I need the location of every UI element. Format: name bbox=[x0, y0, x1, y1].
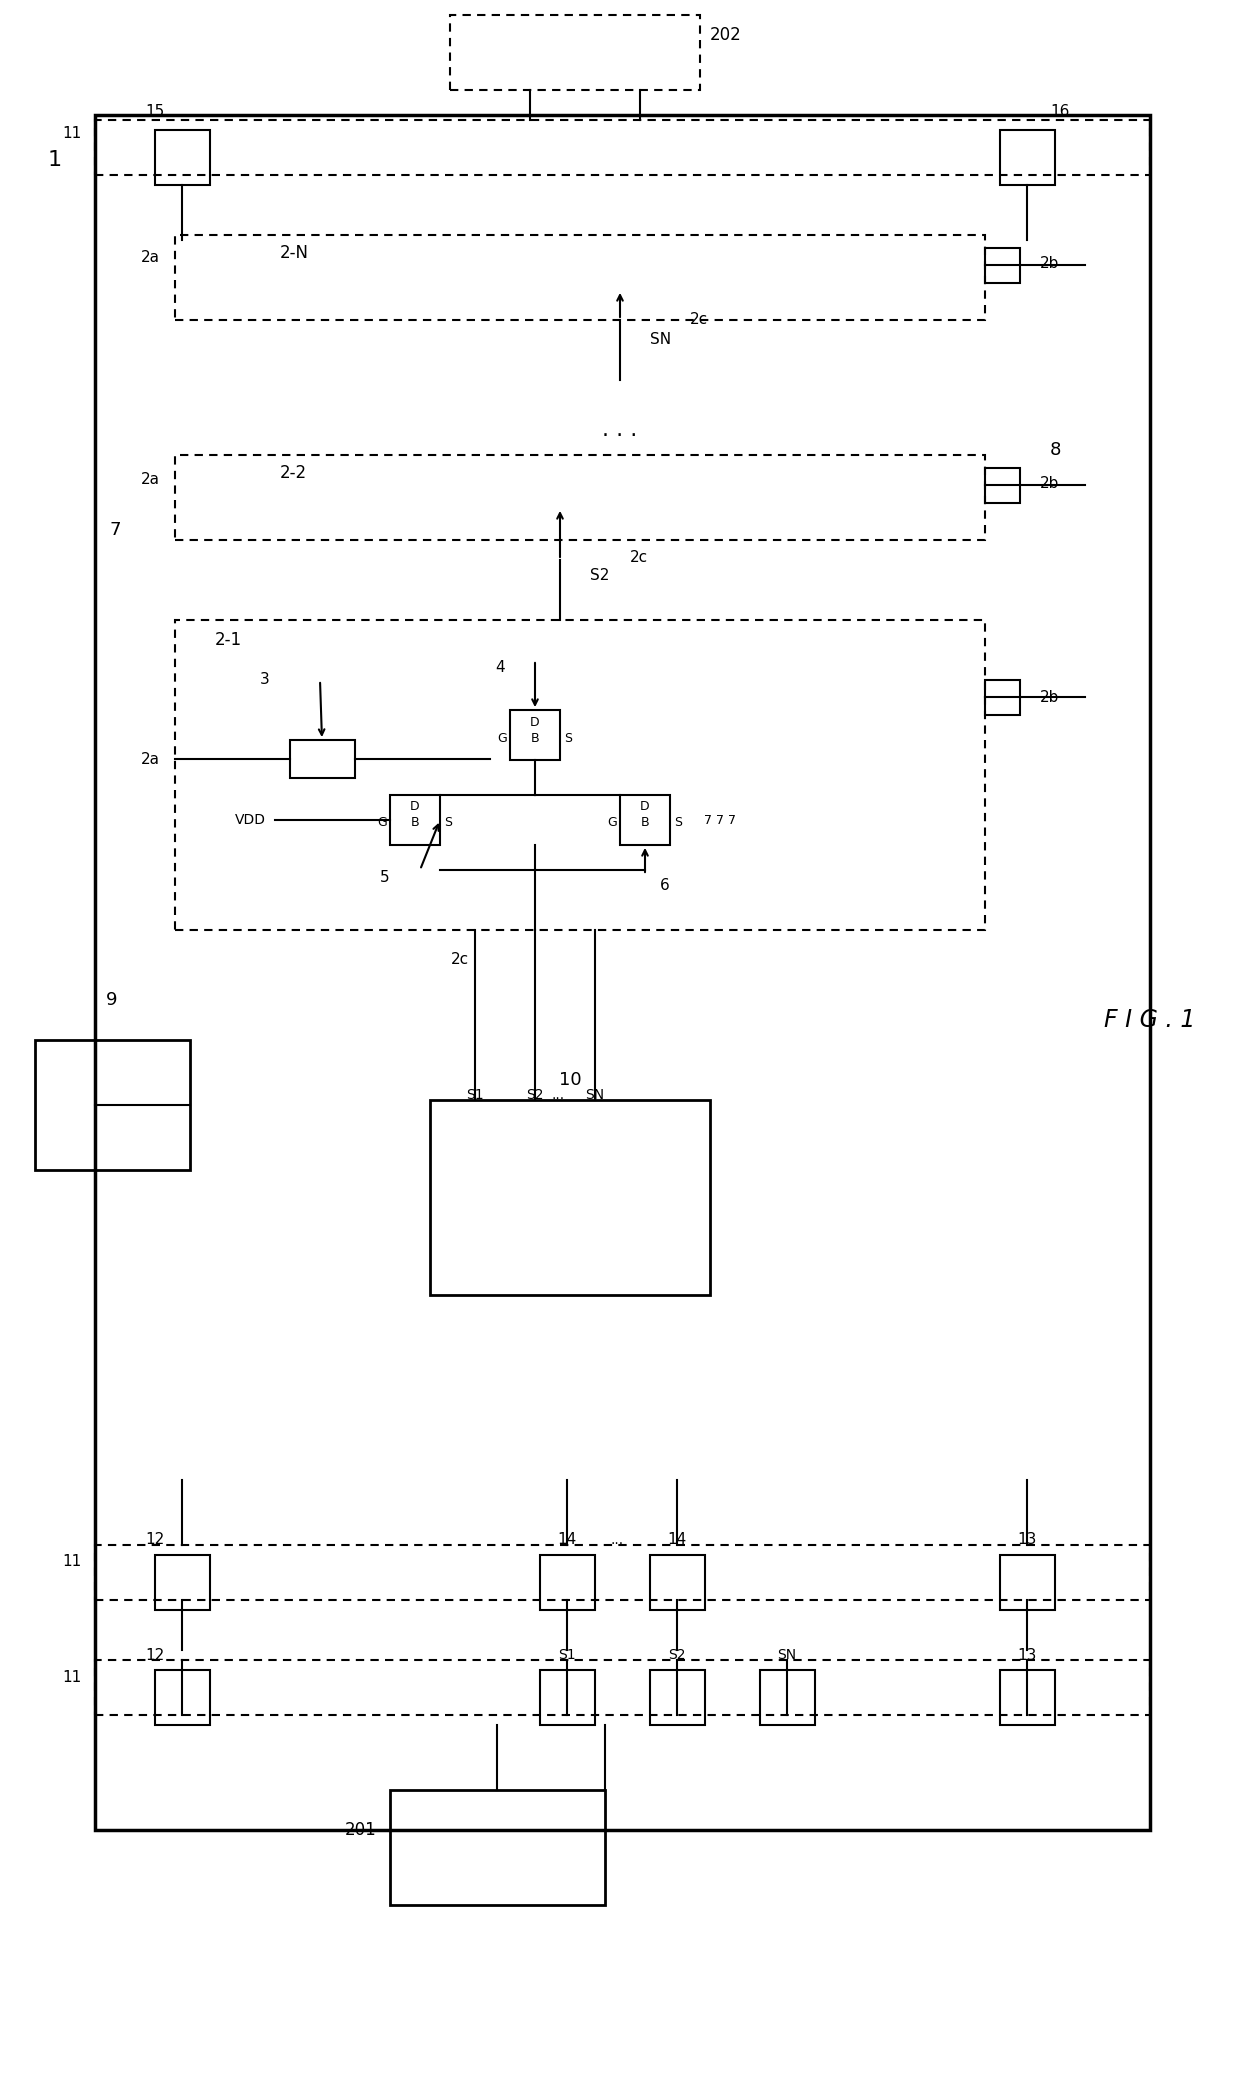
Text: 10: 10 bbox=[559, 1072, 582, 1088]
Text: S: S bbox=[675, 816, 682, 829]
Text: 12: 12 bbox=[145, 1647, 165, 1662]
Bar bbox=[95, 115, 1149, 1829]
Bar bbox=[175, 234, 985, 320]
Text: 5: 5 bbox=[381, 871, 389, 885]
Bar bbox=[999, 1555, 1055, 1610]
Text: G: G bbox=[377, 816, 387, 829]
Text: 2c: 2c bbox=[689, 312, 708, 327]
Text: 2b: 2b bbox=[1040, 255, 1059, 270]
Text: SN: SN bbox=[650, 333, 671, 347]
Text: D: D bbox=[640, 800, 650, 814]
Bar bbox=[290, 741, 355, 779]
Text: 2b: 2b bbox=[1040, 475, 1059, 490]
Text: 201: 201 bbox=[345, 1821, 377, 1840]
Text: 2a: 2a bbox=[141, 753, 160, 768]
Text: 3: 3 bbox=[260, 672, 270, 687]
Bar bbox=[760, 1670, 815, 1725]
Text: ...: ... bbox=[610, 1532, 624, 1547]
Text: 2a: 2a bbox=[141, 251, 160, 266]
Bar bbox=[95, 119, 1149, 176]
Text: 12: 12 bbox=[145, 1532, 165, 1547]
Bar bbox=[650, 1555, 706, 1610]
Bar bbox=[999, 130, 1055, 184]
Bar bbox=[95, 1545, 1149, 1599]
Text: 11: 11 bbox=[62, 1555, 82, 1570]
Text: 14: 14 bbox=[667, 1532, 687, 1547]
Text: 11: 11 bbox=[62, 1670, 82, 1685]
Text: SN: SN bbox=[585, 1088, 605, 1103]
Bar bbox=[155, 130, 210, 184]
Text: D: D bbox=[531, 716, 539, 728]
Text: S2: S2 bbox=[668, 1647, 686, 1662]
Text: 7 7 7: 7 7 7 bbox=[704, 814, 737, 827]
Bar bbox=[510, 710, 560, 760]
Text: 2a: 2a bbox=[141, 473, 160, 488]
Text: 4: 4 bbox=[495, 661, 505, 676]
Bar bbox=[999, 1670, 1055, 1725]
Text: 6: 6 bbox=[660, 877, 670, 892]
Bar bbox=[620, 795, 670, 846]
Text: B: B bbox=[410, 816, 419, 829]
Bar bbox=[155, 1555, 210, 1610]
Bar bbox=[391, 1790, 605, 1905]
Text: 1: 1 bbox=[48, 151, 62, 170]
Bar bbox=[650, 1670, 706, 1725]
Text: D: D bbox=[410, 800, 420, 814]
Text: 11: 11 bbox=[62, 126, 82, 140]
Text: . . .: . . . bbox=[603, 421, 637, 440]
Bar bbox=[450, 15, 701, 90]
Text: 2-N: 2-N bbox=[280, 245, 309, 262]
Text: SN: SN bbox=[777, 1647, 796, 1662]
Text: 2c: 2c bbox=[630, 550, 649, 565]
Text: B: B bbox=[641, 816, 650, 829]
Text: 8: 8 bbox=[1050, 442, 1061, 458]
Text: S1: S1 bbox=[466, 1088, 484, 1103]
Text: 2-1: 2-1 bbox=[215, 630, 242, 649]
Text: 13: 13 bbox=[1017, 1532, 1037, 1547]
Text: 2b: 2b bbox=[1040, 689, 1059, 705]
Bar bbox=[539, 1670, 595, 1725]
Text: B: B bbox=[531, 730, 539, 745]
Text: 13: 13 bbox=[1017, 1647, 1037, 1662]
Bar bbox=[539, 1555, 595, 1610]
Bar bbox=[175, 454, 985, 540]
Bar bbox=[391, 795, 440, 846]
Text: 2-2: 2-2 bbox=[280, 465, 308, 481]
Bar bbox=[175, 620, 985, 929]
Bar bbox=[985, 247, 1021, 283]
Bar bbox=[35, 1040, 190, 1170]
Text: VDD: VDD bbox=[236, 812, 267, 827]
Bar bbox=[430, 1101, 711, 1296]
Bar bbox=[985, 680, 1021, 716]
Bar bbox=[985, 469, 1021, 502]
Text: S: S bbox=[564, 730, 572, 745]
Text: 14: 14 bbox=[557, 1532, 577, 1547]
Bar bbox=[95, 1660, 1149, 1714]
Text: 16: 16 bbox=[1050, 105, 1070, 119]
Text: S2: S2 bbox=[526, 1088, 544, 1103]
Text: G: G bbox=[497, 730, 507, 745]
Text: 202: 202 bbox=[711, 25, 742, 44]
Text: S1: S1 bbox=[558, 1647, 575, 1662]
Text: G: G bbox=[608, 816, 616, 829]
Text: 7: 7 bbox=[109, 521, 120, 540]
Text: F I G . 1: F I G . 1 bbox=[1105, 1009, 1195, 1032]
Bar bbox=[155, 1670, 210, 1725]
Text: ...: ... bbox=[552, 1088, 564, 1103]
Text: S2: S2 bbox=[590, 567, 609, 582]
Text: 9: 9 bbox=[107, 990, 118, 1009]
Text: 2c: 2c bbox=[451, 952, 469, 967]
Text: 15: 15 bbox=[145, 105, 165, 119]
Text: S: S bbox=[444, 816, 453, 829]
